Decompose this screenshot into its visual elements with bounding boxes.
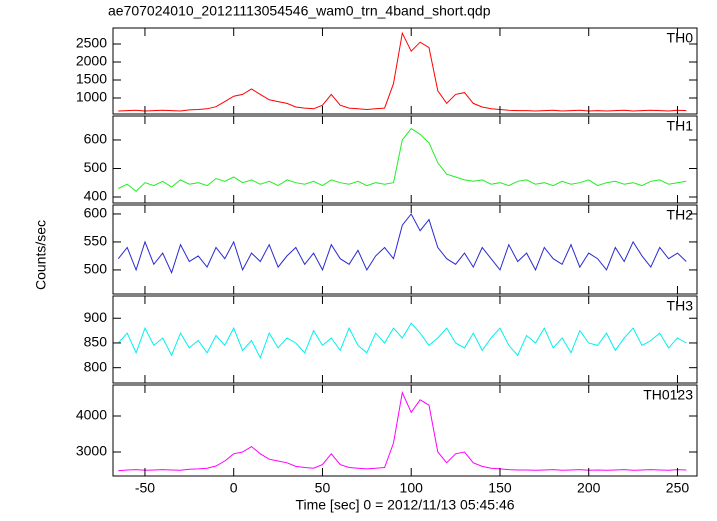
panel-frame xyxy=(112,115,698,204)
panel-frame xyxy=(112,384,698,477)
y-tick-label: 1000 xyxy=(76,89,107,105)
y-tick-label: 500 xyxy=(84,159,108,175)
panel-label: TH3 xyxy=(667,298,694,314)
y-tick-label: 1500 xyxy=(76,71,107,87)
y-tick-label: 900 xyxy=(84,309,108,325)
series-line xyxy=(117,322,687,360)
chart-title: ae707024010_20121113054546_wam0_trn_4ban… xyxy=(108,3,491,19)
x-tick-label: 50 xyxy=(315,480,331,496)
y-tick-label: 500 xyxy=(84,261,108,277)
y-axis-label: Counts/sec xyxy=(33,220,49,290)
x-tick-label: -50 xyxy=(135,480,155,496)
x-tick-label: 100 xyxy=(400,480,424,496)
series-line xyxy=(118,31,687,112)
y-tick-label: 2500 xyxy=(76,35,107,51)
panel-frame xyxy=(112,27,698,115)
panel-label: TH0 xyxy=(667,30,694,46)
panel-label: TH1 xyxy=(667,118,694,134)
y-tick-label: 3000 xyxy=(76,443,107,459)
x-tick-label: 250 xyxy=(666,480,690,496)
y-tick-label: 600 xyxy=(84,205,108,221)
panel-label: TH0123 xyxy=(643,387,693,403)
series-line xyxy=(118,127,687,192)
y-tick-label: 600 xyxy=(84,131,108,147)
x-axis-label: Time [sec] 0 = 2012/11/13 05:45:46 xyxy=(295,497,514,513)
x-tick-label: 200 xyxy=(577,480,601,496)
x-tick-label: 150 xyxy=(488,480,512,496)
y-tick-label: 2000 xyxy=(76,53,107,69)
panel-frame xyxy=(112,295,698,384)
panel-label: TH2 xyxy=(667,207,694,223)
series-line xyxy=(118,390,687,472)
series-line xyxy=(117,213,687,275)
panel-frame xyxy=(112,204,698,295)
x-tick-label: 0 xyxy=(230,480,238,496)
y-tick-label: 400 xyxy=(84,188,108,204)
y-tick-label: 800 xyxy=(84,358,108,374)
y-tick-label: 550 xyxy=(84,233,108,249)
y-tick-label: 850 xyxy=(84,334,108,350)
y-tick-label: 4000 xyxy=(76,407,107,423)
